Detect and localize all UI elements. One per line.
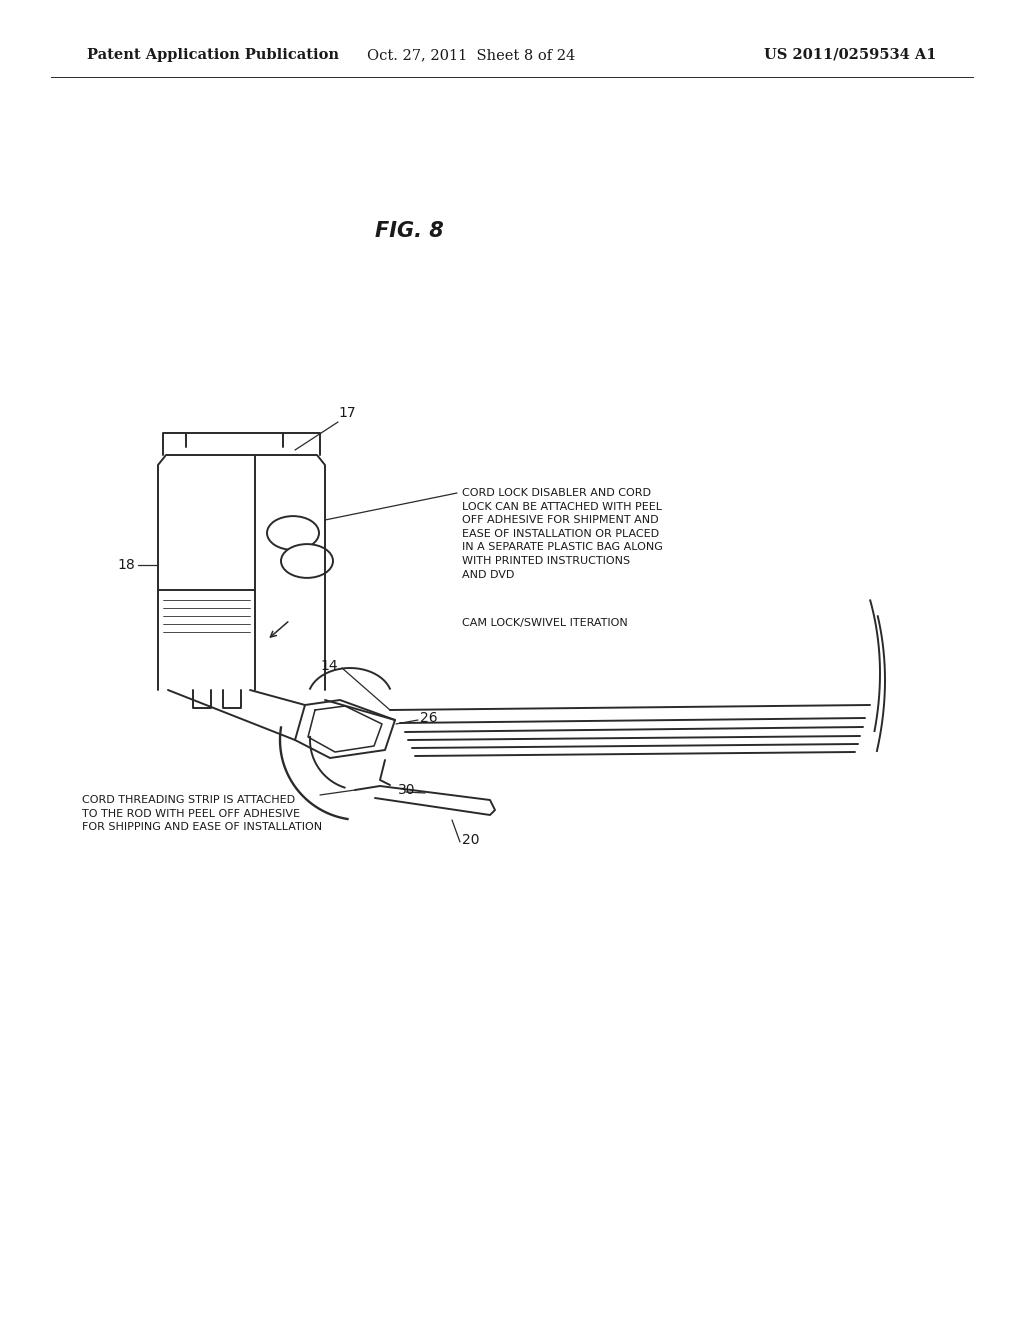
Text: CORD THREADING STRIP IS ATTACHED
TO THE ROD WITH PEEL OFF ADHESIVE
FOR SHIPPING : CORD THREADING STRIP IS ATTACHED TO THE … [82,795,323,832]
Text: CAM LOCK/SWIVEL ITERATION: CAM LOCK/SWIVEL ITERATION [462,618,628,628]
Text: 18: 18 [118,558,135,572]
Text: 20: 20 [462,833,479,847]
Text: FIG. 8: FIG. 8 [375,220,444,242]
Text: 17: 17 [338,407,355,420]
Text: 26: 26 [420,711,437,725]
Text: 14: 14 [321,659,338,673]
Ellipse shape [281,544,333,578]
Text: Oct. 27, 2011  Sheet 8 of 24: Oct. 27, 2011 Sheet 8 of 24 [367,48,575,62]
Ellipse shape [267,516,319,550]
Text: US 2011/0259534 A1: US 2011/0259534 A1 [765,48,937,62]
Text: CORD LOCK DISABLER AND CORD
LOCK CAN BE ATTACHED WITH PEEL
OFF ADHESIVE FOR SHIP: CORD LOCK DISABLER AND CORD LOCK CAN BE … [462,488,663,579]
Text: Patent Application Publication: Patent Application Publication [87,48,339,62]
Text: 30: 30 [398,783,416,797]
